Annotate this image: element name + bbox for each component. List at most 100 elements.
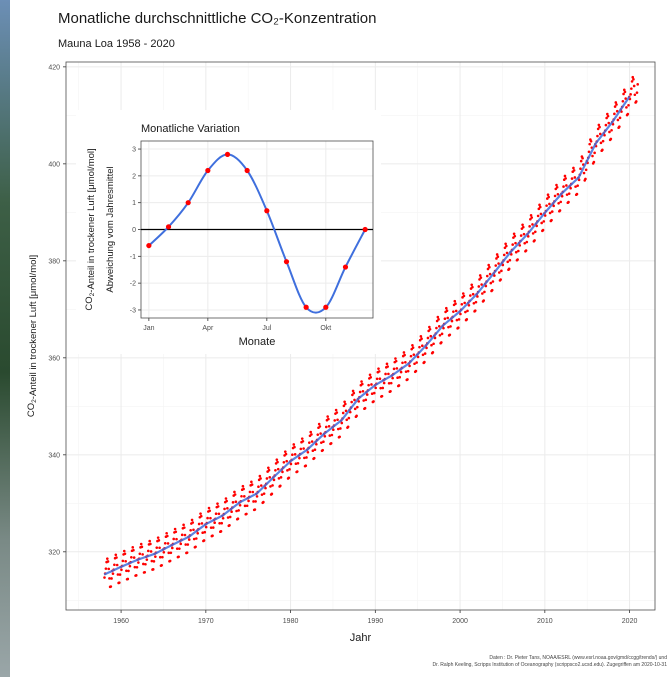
monthly-point [289,462,293,466]
monthly-point [103,576,106,579]
monthly-point [598,125,601,129]
monthly-point [275,458,279,461]
monthly-point [110,577,113,580]
monthly-point [154,555,157,558]
monthly-point [248,490,252,494]
monthly-point [505,251,509,255]
monthly-point [355,414,358,418]
monthly-point [170,546,174,550]
monthly-point [413,362,416,366]
monthly-point [384,372,387,376]
monthly-point [370,392,374,396]
monthly-point [377,367,380,370]
monthly-point [402,351,406,354]
x-tick-label: 1980 [283,618,299,625]
monthly-point [521,225,525,229]
monthly-point [286,469,289,472]
inset-x-tick-label: Jul [262,325,271,332]
monthly-point [327,417,330,421]
monthly-point [201,531,204,535]
monthly-point [559,200,563,204]
monthly-point [241,484,245,488]
monthly-point [507,267,511,271]
monthly-point [618,125,621,128]
monthly-point [169,551,173,555]
monthly-point [151,568,155,571]
monthly-point [512,232,516,236]
monthly-point [126,577,130,581]
monthly-point [295,470,299,473]
monthly-point [370,383,373,386]
monthly-point [250,483,254,486]
monthly-point [426,336,430,340]
monthly-point [199,512,202,515]
monthly-point [142,562,145,566]
monthly-point [343,400,346,404]
monthly-point [438,333,442,337]
monthly-point [389,389,392,393]
monthly-point [243,504,247,508]
monthly-point [191,521,195,524]
monthly-point [604,123,608,127]
monthly-point [446,316,450,320]
monthly-point [526,235,530,238]
monthly-point [268,475,272,479]
monthly-point [476,295,479,298]
monthly-point [508,258,512,262]
monthly-point [283,450,287,453]
monthly-point [127,569,130,573]
monthly-point [414,369,418,373]
monthly-point [132,548,135,552]
monthly-point [385,362,389,366]
monthly-point [146,549,150,553]
monthly-point [623,90,627,94]
monthly-point [502,253,506,257]
monthly-point [445,309,449,313]
monthly-point [420,337,423,340]
monthly-point [596,134,599,138]
x-tick-label: 2020 [622,618,638,625]
monthly-point [565,193,569,196]
monthly-point [622,88,626,92]
inset-point [303,304,309,310]
monthly-point [362,399,365,402]
monthly-point [148,539,151,543]
monthly-point [375,377,379,381]
monthly-point [226,506,229,510]
monthly-point [262,500,265,504]
inset-y-tick-label: -2 [130,281,136,288]
monthly-point [179,542,183,546]
monthly-point [111,572,115,575]
monthly-point [404,370,408,373]
monthly-point [340,421,344,425]
inset-point [244,167,250,174]
monthly-point [250,480,253,484]
monthly-point [149,550,153,553]
monthly-point [186,543,190,546]
monthly-point [341,411,345,415]
inset-y-tick-label: -3 [130,307,136,314]
monthly-point [552,204,555,208]
monthly-point [606,114,610,118]
monthly-point [245,512,248,516]
monthly-point [558,209,562,212]
monthly-point [539,212,543,216]
monthly-point [360,382,364,386]
monthly-point [442,326,445,330]
monthly-point [274,468,277,472]
monthly-point [457,326,460,330]
monthly-point [228,523,231,527]
monthly-point [115,563,119,567]
monthly-point [118,573,122,576]
monthly-point [423,352,427,355]
monthly-point [270,492,274,496]
monthly-point [287,476,291,480]
monthly-point [440,341,443,344]
monthly-point [511,243,514,246]
monthly-point [257,485,260,489]
monthly-point [336,418,339,422]
monthly-point [120,568,123,572]
monthly-point [529,217,532,221]
monthly-point [516,258,519,261]
monthly-point [369,375,373,379]
